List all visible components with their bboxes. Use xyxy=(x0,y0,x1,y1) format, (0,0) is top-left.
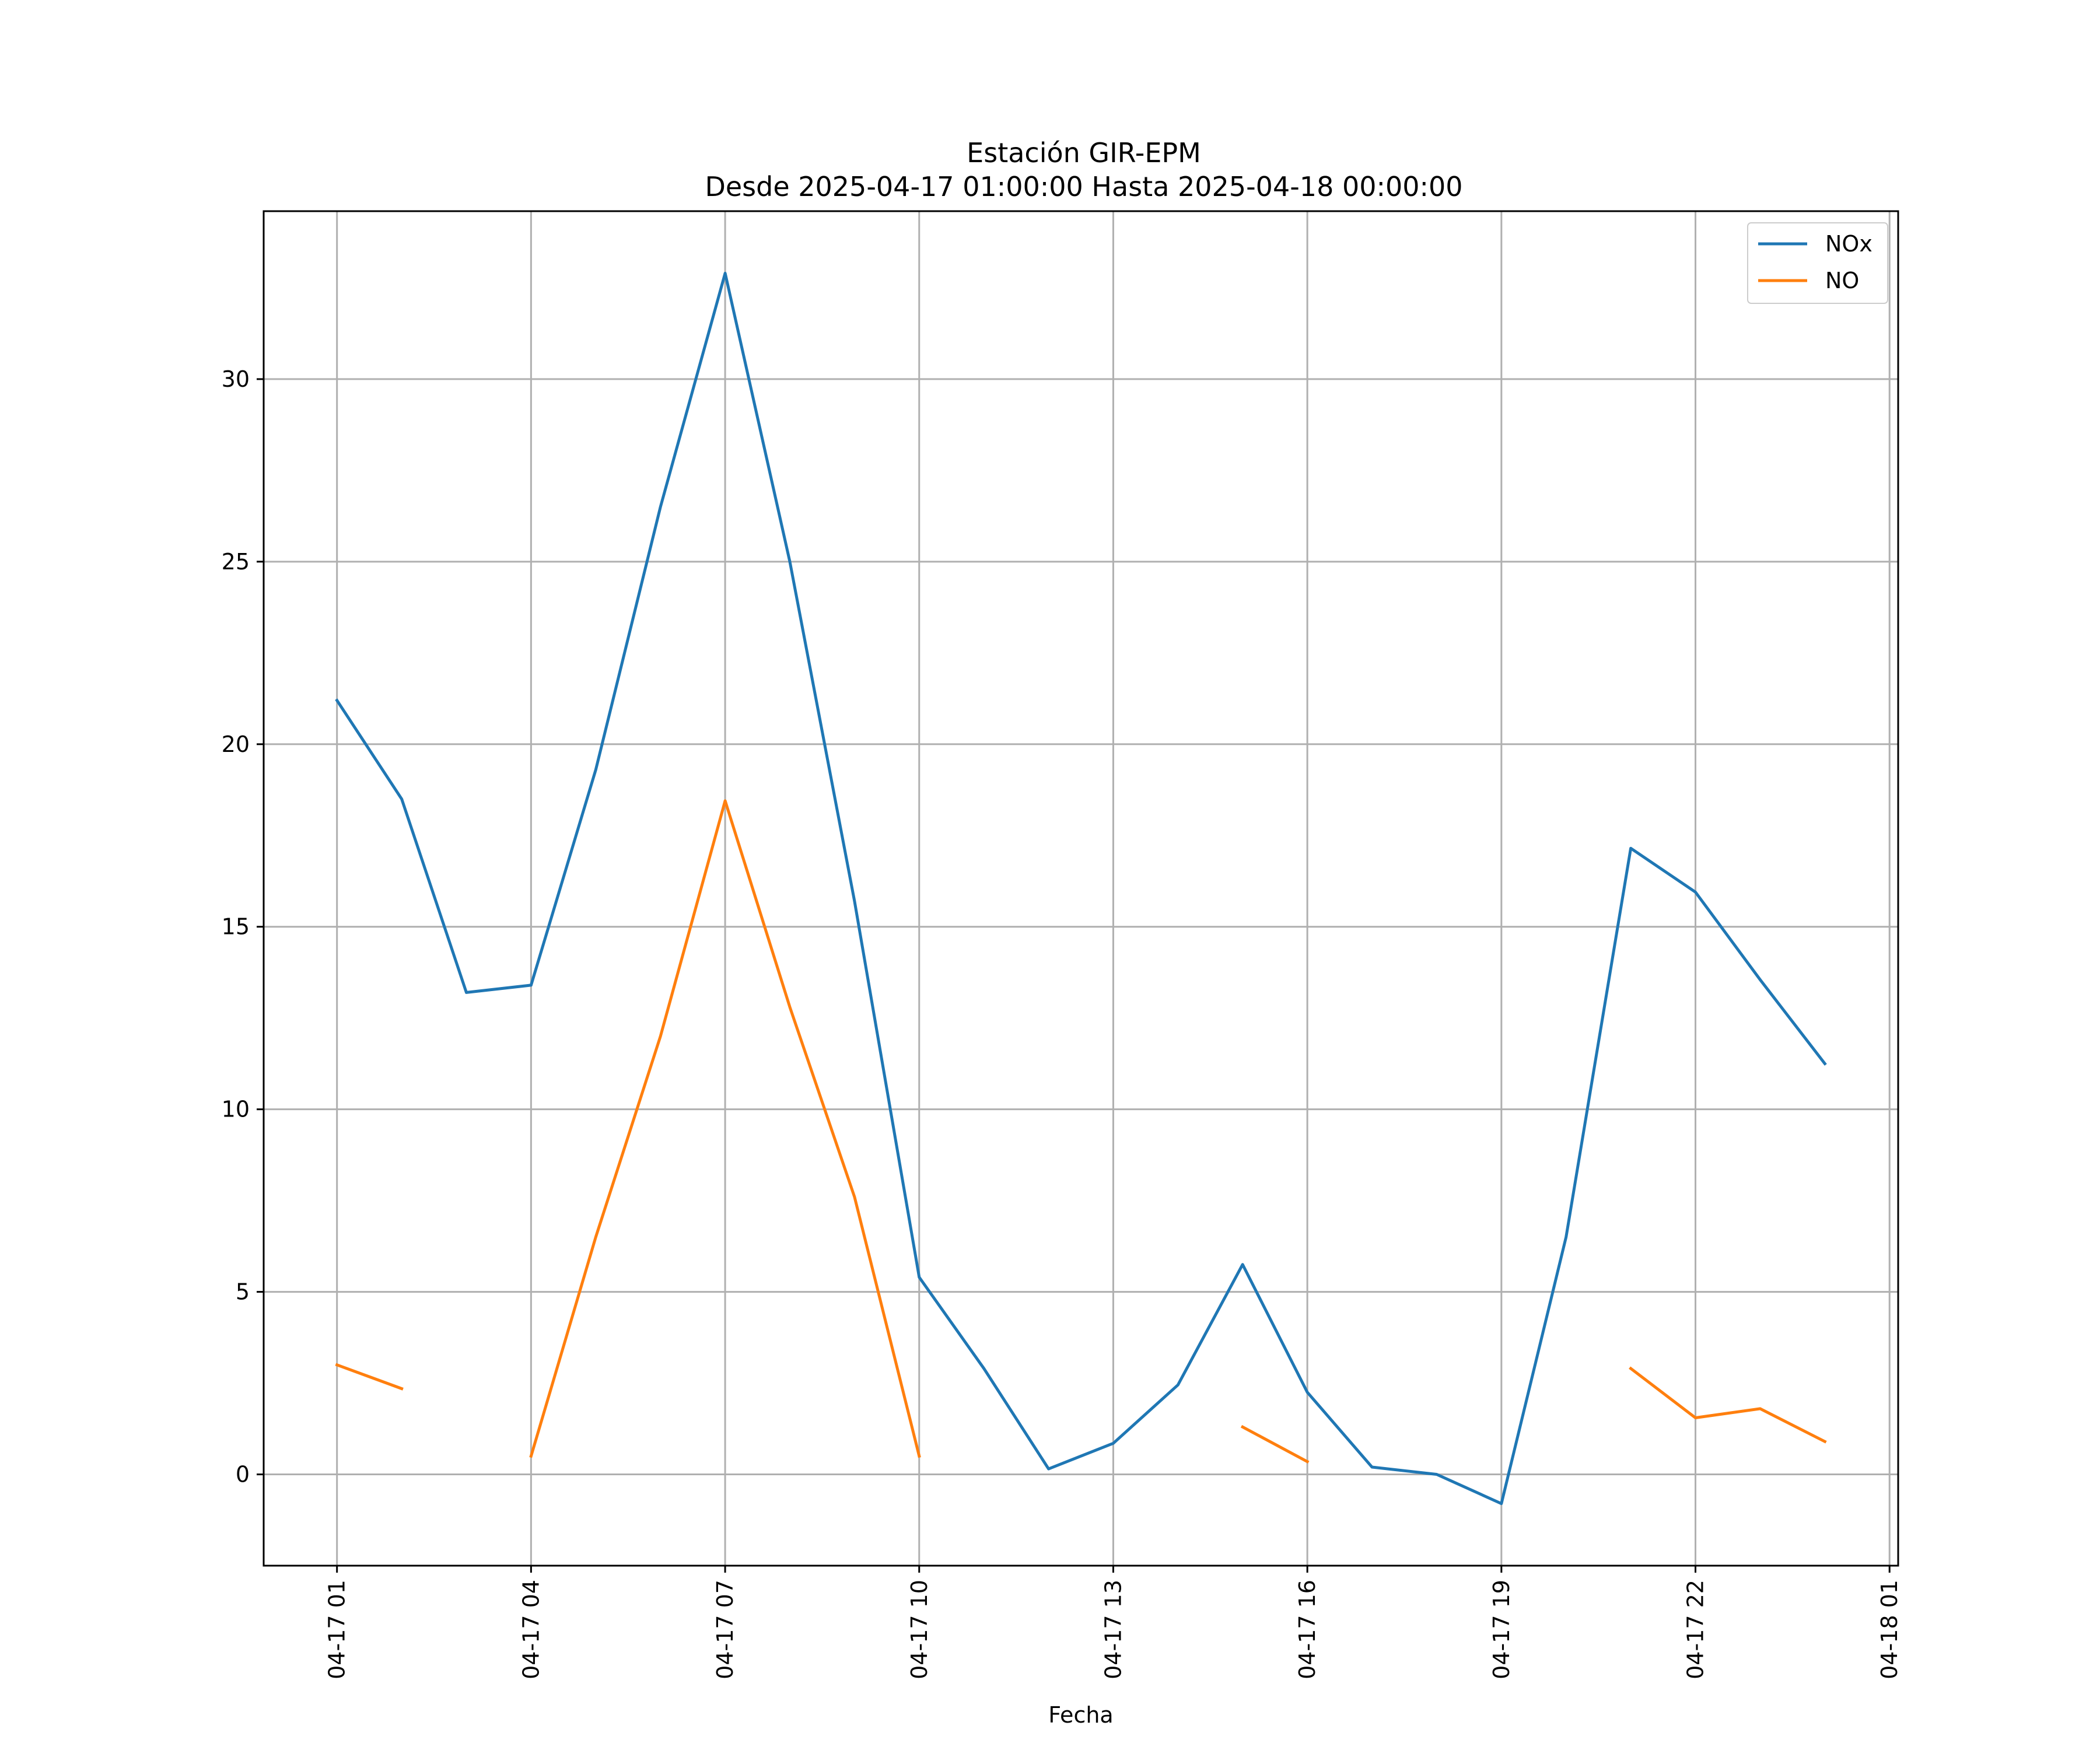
x-tick-label: 04-17 01 xyxy=(324,1580,350,1679)
series-line-segment xyxy=(529,799,921,1458)
x-tick-label: 04-17 13 xyxy=(1100,1580,1126,1679)
y-tick-label: 25 xyxy=(222,549,250,575)
chart-title: Estación GIR-EPM xyxy=(967,137,1201,169)
y-tick-label: 30 xyxy=(222,366,250,392)
x-tick-label: 04-17 04 xyxy=(518,1580,544,1679)
x-tick-label: 04-17 07 xyxy=(712,1580,738,1679)
y-tick-label: 0 xyxy=(236,1462,250,1488)
plot-frame xyxy=(262,210,1899,1567)
series-line-segment xyxy=(1240,1424,1310,1464)
grid-lines xyxy=(264,211,1898,1566)
series-line-segment xyxy=(1629,1366,1827,1444)
y-axis: 0 5 10 15 20 25 30 xyxy=(222,366,264,1488)
legend-label: NO xyxy=(1825,268,1859,293)
y-tick-label: 5 xyxy=(236,1279,250,1305)
x-axis-label: Fecha xyxy=(1048,1702,1113,1728)
x-tick-label: 04-18 01 xyxy=(1877,1580,1902,1679)
x-tick-label: 04-17 16 xyxy=(1294,1580,1320,1679)
series-layer xyxy=(335,271,1827,1506)
series-no xyxy=(335,799,1827,1464)
y-tick-label: 10 xyxy=(222,1097,250,1122)
x-tick-label: 04-17 10 xyxy=(907,1580,932,1679)
legend-label: NOx xyxy=(1825,231,1873,257)
series-nox xyxy=(335,271,1827,1506)
series-line-segment xyxy=(335,271,1827,1506)
y-tick-label: 20 xyxy=(222,732,250,757)
series-line-segment xyxy=(335,1363,404,1391)
x-tick-label: 04-17 19 xyxy=(1489,1580,1514,1679)
x-tick-label: 04-17 22 xyxy=(1683,1580,1709,1679)
chart-subtitle: Desde 2025-04-17 01:00:00 Hasta 2025-04-… xyxy=(705,171,1462,202)
x-axis: 04-17 01 04-17 04 04-17 07 04-17 10 04-17 13… xyxy=(324,1566,1902,1679)
legend[interactable]: NOx NO xyxy=(1747,222,1888,304)
y-tick-label: 15 xyxy=(222,914,250,940)
